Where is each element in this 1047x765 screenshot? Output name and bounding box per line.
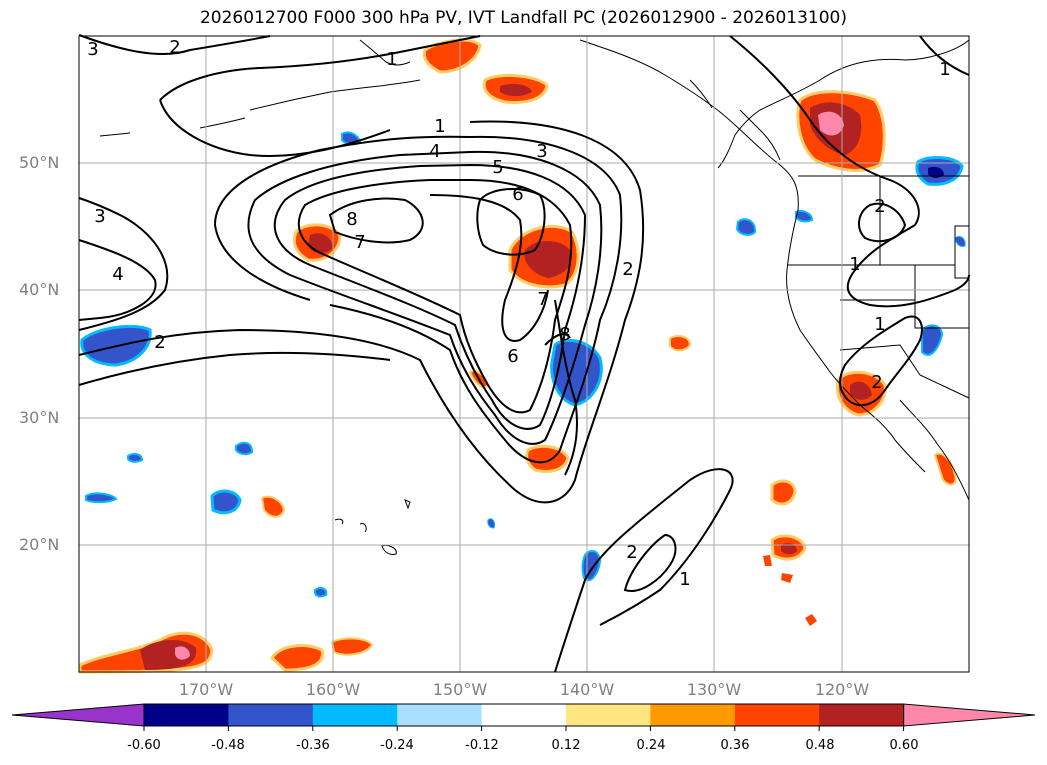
contour-label: 5 (492, 157, 503, 178)
contour-label: 2 (871, 372, 882, 393)
contour-label: 8 (346, 209, 357, 230)
contour-label: 1 (849, 254, 860, 275)
pv-contours (78, 34, 970, 673)
colorbar (11, 703, 1036, 731)
contour-label: 7 (537, 289, 548, 310)
contour-label: 4 (429, 141, 440, 162)
colorbar-segment (734, 704, 820, 726)
contour-label: 1 (874, 314, 885, 335)
gridlines (79, 36, 969, 672)
contour-label: 2 (626, 542, 637, 563)
contour-label: 7 (354, 232, 365, 253)
contour-label: 6 (507, 346, 518, 367)
colorbar-segment (228, 704, 314, 726)
positive-anomaly-patches (78, 38, 957, 674)
colorbar-tick-label: 0.36 (720, 738, 750, 753)
lon-label-160w: 160°W (305, 680, 361, 699)
lat-label-50n: 50°N (19, 153, 60, 172)
contour-label: 3 (87, 39, 98, 60)
colorbar-tick-label: 0.12 (551, 738, 581, 753)
contour-label: 1 (386, 49, 397, 70)
colorbar-segment (819, 704, 905, 726)
lat-label-30n: 30°N (19, 408, 60, 427)
contour-label: 3 (536, 141, 547, 162)
colorbar-tick-label: 0.24 (636, 738, 666, 753)
contour-label: 6 (512, 184, 523, 205)
colorbar-segment (566, 704, 651, 726)
contour-label: 4 (112, 264, 123, 285)
colorbar-tick-label: -0.24 (380, 738, 414, 753)
lon-label-130w: 130°W (686, 680, 742, 699)
lat-label-20n: 20°N (19, 535, 60, 554)
colorbar-extend-max (903, 703, 1036, 727)
colorbar-tick-label: -0.36 (296, 738, 330, 753)
colorbar-tick-label: 0.48 (805, 738, 835, 753)
lon-label-140w: 140°W (559, 680, 615, 699)
contour-label: 2 (154, 332, 165, 353)
contour-label: 1 (434, 116, 445, 137)
map-title: 2026012700 F000 300 hPa PV, IVT Landfall… (199, 8, 847, 28)
colorbar-segment (144, 704, 229, 726)
colorbar-segment (481, 704, 567, 726)
colorbar-tick-label: -0.12 (465, 738, 499, 753)
colorbar-frame (143, 703, 905, 727)
contour-label: 3 (94, 206, 105, 227)
contour-label: 1 (679, 569, 690, 590)
lon-label-120w: 120°W (814, 680, 870, 699)
political-borders (787, 175, 970, 399)
lon-label-170w: 170°W (178, 680, 234, 699)
map-frame (78, 35, 970, 673)
contour-label: 2 (169, 37, 180, 58)
contour-label: 2 (622, 259, 633, 280)
contour-labels: 3 2 1 4 5 3 6 8 7 2 7 8 6 3 4 2 2 1 1 2 … (87, 37, 950, 590)
colorbar-segment (312, 704, 398, 726)
colorbar-segment (650, 704, 736, 726)
colorbar-tick-label: -0.48 (211, 738, 245, 753)
contour-label: 2 (874, 196, 885, 217)
colorbar-tick-label: -0.60 (127, 738, 161, 753)
contour-label: 1 (939, 59, 950, 80)
lon-label-150w: 150°W (432, 680, 488, 699)
lat-label-40n: 40°N (19, 280, 60, 299)
coastlines (99, 39, 970, 555)
contour-label: 8 (559, 324, 570, 345)
colorbar-tick-label: 0.60 (889, 738, 919, 753)
colorbar-extend-min (11, 703, 145, 727)
colorbar-segment (397, 704, 483, 726)
